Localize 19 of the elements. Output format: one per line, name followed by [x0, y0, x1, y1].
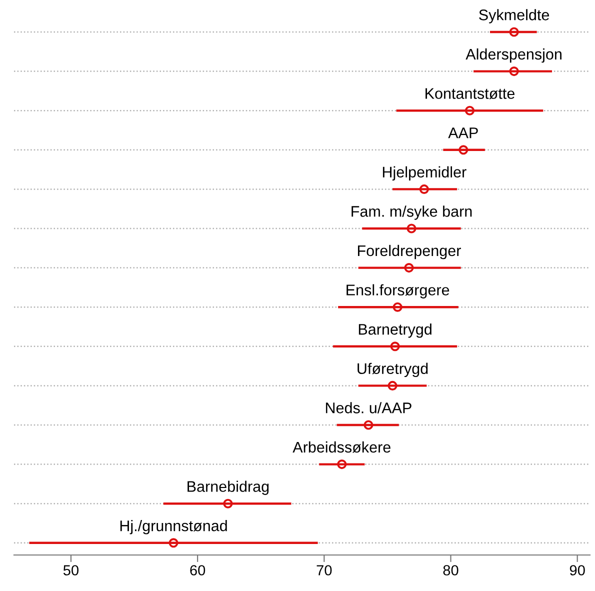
x-tick-label: 80	[443, 565, 458, 576]
y-tick-label: Kontantstøtte	[426, 88, 514, 100]
x-tick-label: 50	[63, 565, 79, 576]
y-tick-label: Uføretrygd	[358, 362, 428, 378]
x-tick-label: 60	[190, 565, 206, 576]
x-tick-label: 70	[316, 565, 332, 576]
y-tick-label: Barnetrygd	[358, 324, 432, 338]
y-tick-label: Alderspensjon	[466, 48, 562, 63]
y-tick-label: Hjelpemidler	[382, 166, 466, 181]
y-tick-label: Barnebidrag	[188, 480, 269, 495]
x-tick-label: 90	[570, 565, 585, 576]
y-tick-label: Arbeidssøkere	[292, 441, 390, 453]
y-tick-label: Foreldrepenger	[358, 244, 461, 260]
y-tick-label: Fam. m/syke barn	[352, 206, 472, 220]
y-tick-label: AAP	[448, 128, 478, 138]
y-tick-label: Ensl.forsørgere	[346, 284, 450, 298]
y-tick-label: Hj./grunnstønad	[120, 520, 227, 534]
y-tick-label: Neds. u/AAP	[326, 402, 412, 414]
y-tick-label: Sykmeldte	[479, 9, 550, 24]
